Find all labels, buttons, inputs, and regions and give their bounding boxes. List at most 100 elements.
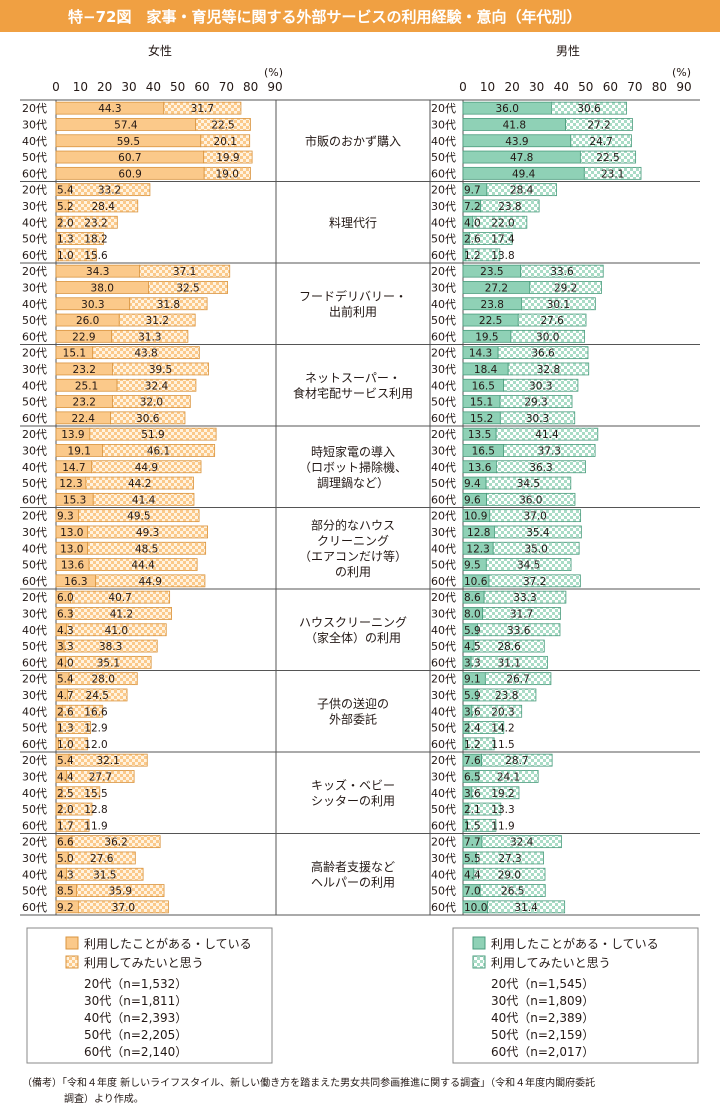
bar-female-want-7-4 <box>58 737 89 751</box>
age-label-male-6-2: 40代 <box>431 624 456 637</box>
label-male-used-7-0: 9.1 <box>464 674 481 686</box>
bar-female-want-5-1 <box>87 525 208 539</box>
label-male-used-0-4: 49.4 <box>512 168 536 180</box>
label-male-used-7-1: 5.9 <box>464 690 481 702</box>
category-label-7-0: 子供の送迎の <box>317 696 389 711</box>
label-female-want-7-0: 28.0 <box>92 674 115 686</box>
legend-female-n-60: 60代（n=2,140） <box>84 1045 187 1059</box>
bar-male-want-5-0 <box>489 509 582 523</box>
category-label-4-1: （ロボット掃除機、 <box>299 459 407 474</box>
footnote-line2: 調査）より作成。 <box>64 1092 144 1105</box>
label-female-used-8-0: 5.4 <box>57 755 74 767</box>
age-label-male-7-1: 30代 <box>431 689 456 702</box>
age-label-female-0-0: 20代 <box>22 102 47 115</box>
label-female-want-5-2: 48.5 <box>135 543 158 555</box>
label-female-want-6-3: 38.3 <box>99 641 122 653</box>
bar-male-want-6-2 <box>477 623 561 637</box>
bar-male-want-4-1 <box>503 444 596 457</box>
age-label-male-4-3: 50代 <box>431 477 456 490</box>
bar-male-want-1-2 <box>472 215 528 229</box>
label-male-used-4-2: 13.6 <box>468 462 492 474</box>
legend-male-n-60: 60代（n=2,017） <box>491 1045 594 1059</box>
age-label-female-8-2: 40代 <box>22 787 47 800</box>
label-male-want-2-1: 29.2 <box>554 282 577 294</box>
label-female-want-0-1: 22.5 <box>211 119 234 131</box>
label-male-want-5-3: 34.5 <box>517 560 540 572</box>
panel-title-male: 男性 <box>556 44 580 58</box>
age-label-female-3-1: 30代 <box>22 363 47 376</box>
bar-female-want-6-0 <box>70 590 171 604</box>
bar-male-want-4-0 <box>495 427 599 441</box>
unit-label-male: (%) <box>672 66 691 79</box>
label-male-used-1-0: 9.7 <box>464 185 481 197</box>
bar-female-want-7-1 <box>67 688 128 702</box>
label-male-used-2-4: 19.5 <box>475 331 498 343</box>
bar-male-want-3-4 <box>499 411 576 425</box>
label-female-used-5-1: 13.0 <box>60 527 83 539</box>
label-female-want-7-3: 12.9 <box>84 723 107 735</box>
label-female-want-6-1: 41.2 <box>110 608 133 620</box>
bar-male-want-0-3 <box>579 150 637 164</box>
age-label-male-1-3: 50代 <box>431 233 456 246</box>
label-male-want-4-4: 36.0 <box>519 494 542 506</box>
bar-female-want-1-1 <box>68 199 139 213</box>
bar-male-want-5-3 <box>485 558 572 571</box>
axis-tick-female-40: 40 <box>146 80 161 94</box>
category-label-0-0: 市販のおかず購入 <box>305 133 401 148</box>
label-female-used-5-3: 13.6 <box>61 560 85 572</box>
label-female-used-5-2: 13.0 <box>60 543 83 555</box>
label-male-want-6-3: 28.6 <box>497 641 521 653</box>
axis-tick-female-30: 30 <box>121 80 136 94</box>
label-male-want-0-2: 24.7 <box>589 136 612 148</box>
age-label-male-9-0: 20代 <box>431 836 456 849</box>
label-male-want-2-3: 27.6 <box>540 315 564 327</box>
bar-female-want-3-1 <box>112 362 209 376</box>
label-male-used-7-2: 3.6 <box>464 706 481 718</box>
age-label-female-2-1: 30代 <box>22 281 47 294</box>
age-label-female-1-1: 30代 <box>22 200 47 213</box>
age-label-male-9-4: 60代 <box>431 901 456 914</box>
label-male-want-6-0: 33.3 <box>513 592 536 604</box>
label-male-want-1-3: 17.4 <box>491 234 515 246</box>
age-label-male-5-2: 40代 <box>431 542 456 555</box>
label-female-used-1-3: 1.3 <box>57 234 74 246</box>
age-label-male-2-3: 50代 <box>431 314 456 327</box>
age-label-female-3-4: 60代 <box>22 412 47 425</box>
bar-female-want-5-3 <box>88 558 198 571</box>
age-label-female-9-0: 20代 <box>22 836 47 849</box>
age-label-male-1-1: 30代 <box>431 200 456 213</box>
bar-female-want-3-4 <box>110 411 186 425</box>
bar-female-want-0-4 <box>203 166 251 180</box>
bar-female-want-1-3 <box>58 232 104 245</box>
age-label-male-6-0: 20代 <box>431 591 456 604</box>
bar-male-want-9-3 <box>479 884 546 897</box>
label-female-want-2-4: 31.3 <box>138 331 161 343</box>
bar-male-want-5-1 <box>494 525 582 539</box>
label-male-want-3-0: 36.6 <box>531 348 555 360</box>
label-male-want-5-2: 35.0 <box>524 543 547 555</box>
legend-male: 利用したことがある・している 利用してみたいと思う 20代（n=1,545） 3… <box>452 927 699 1064</box>
label-female-used-9-2: 4.3 <box>57 869 74 881</box>
label-female-want-3-3: 32.0 <box>140 397 163 409</box>
age-label-male-4-4: 60代 <box>431 493 456 506</box>
category-label-8-1: シッターの利用 <box>311 794 395 808</box>
label-male-used-0-2: 43.9 <box>505 136 528 148</box>
category-label-2-1: 出前利用 <box>329 304 377 319</box>
label-male-used-1-3: 2.6 <box>464 234 481 246</box>
bar-male-want-1-1 <box>480 199 540 213</box>
label-male-used-5-1: 12.8 <box>467 527 490 539</box>
label-female-want-5-4: 44.9 <box>139 576 162 588</box>
label-male-used-8-0: 7.6 <box>464 755 481 767</box>
age-label-female-3-3: 50代 <box>22 396 47 409</box>
legend-female-used-label: 利用したことがある・している <box>84 936 252 951</box>
age-label-female-0-3: 50代 <box>22 151 47 164</box>
axis-tick-male-60: 60 <box>603 80 618 94</box>
label-female-want-2-3: 31.2 <box>146 315 169 327</box>
age-label-female-2-4: 60代 <box>22 330 47 343</box>
bar-male-want-0-0 <box>551 101 627 115</box>
age-label-male-6-4: 60代 <box>431 656 456 669</box>
age-label-male-7-0: 20代 <box>431 673 456 686</box>
label-male-used-5-0: 10.9 <box>464 511 487 523</box>
label-female-want-3-1: 39.5 <box>149 364 172 376</box>
bar-male-want-3-3 <box>499 395 573 408</box>
